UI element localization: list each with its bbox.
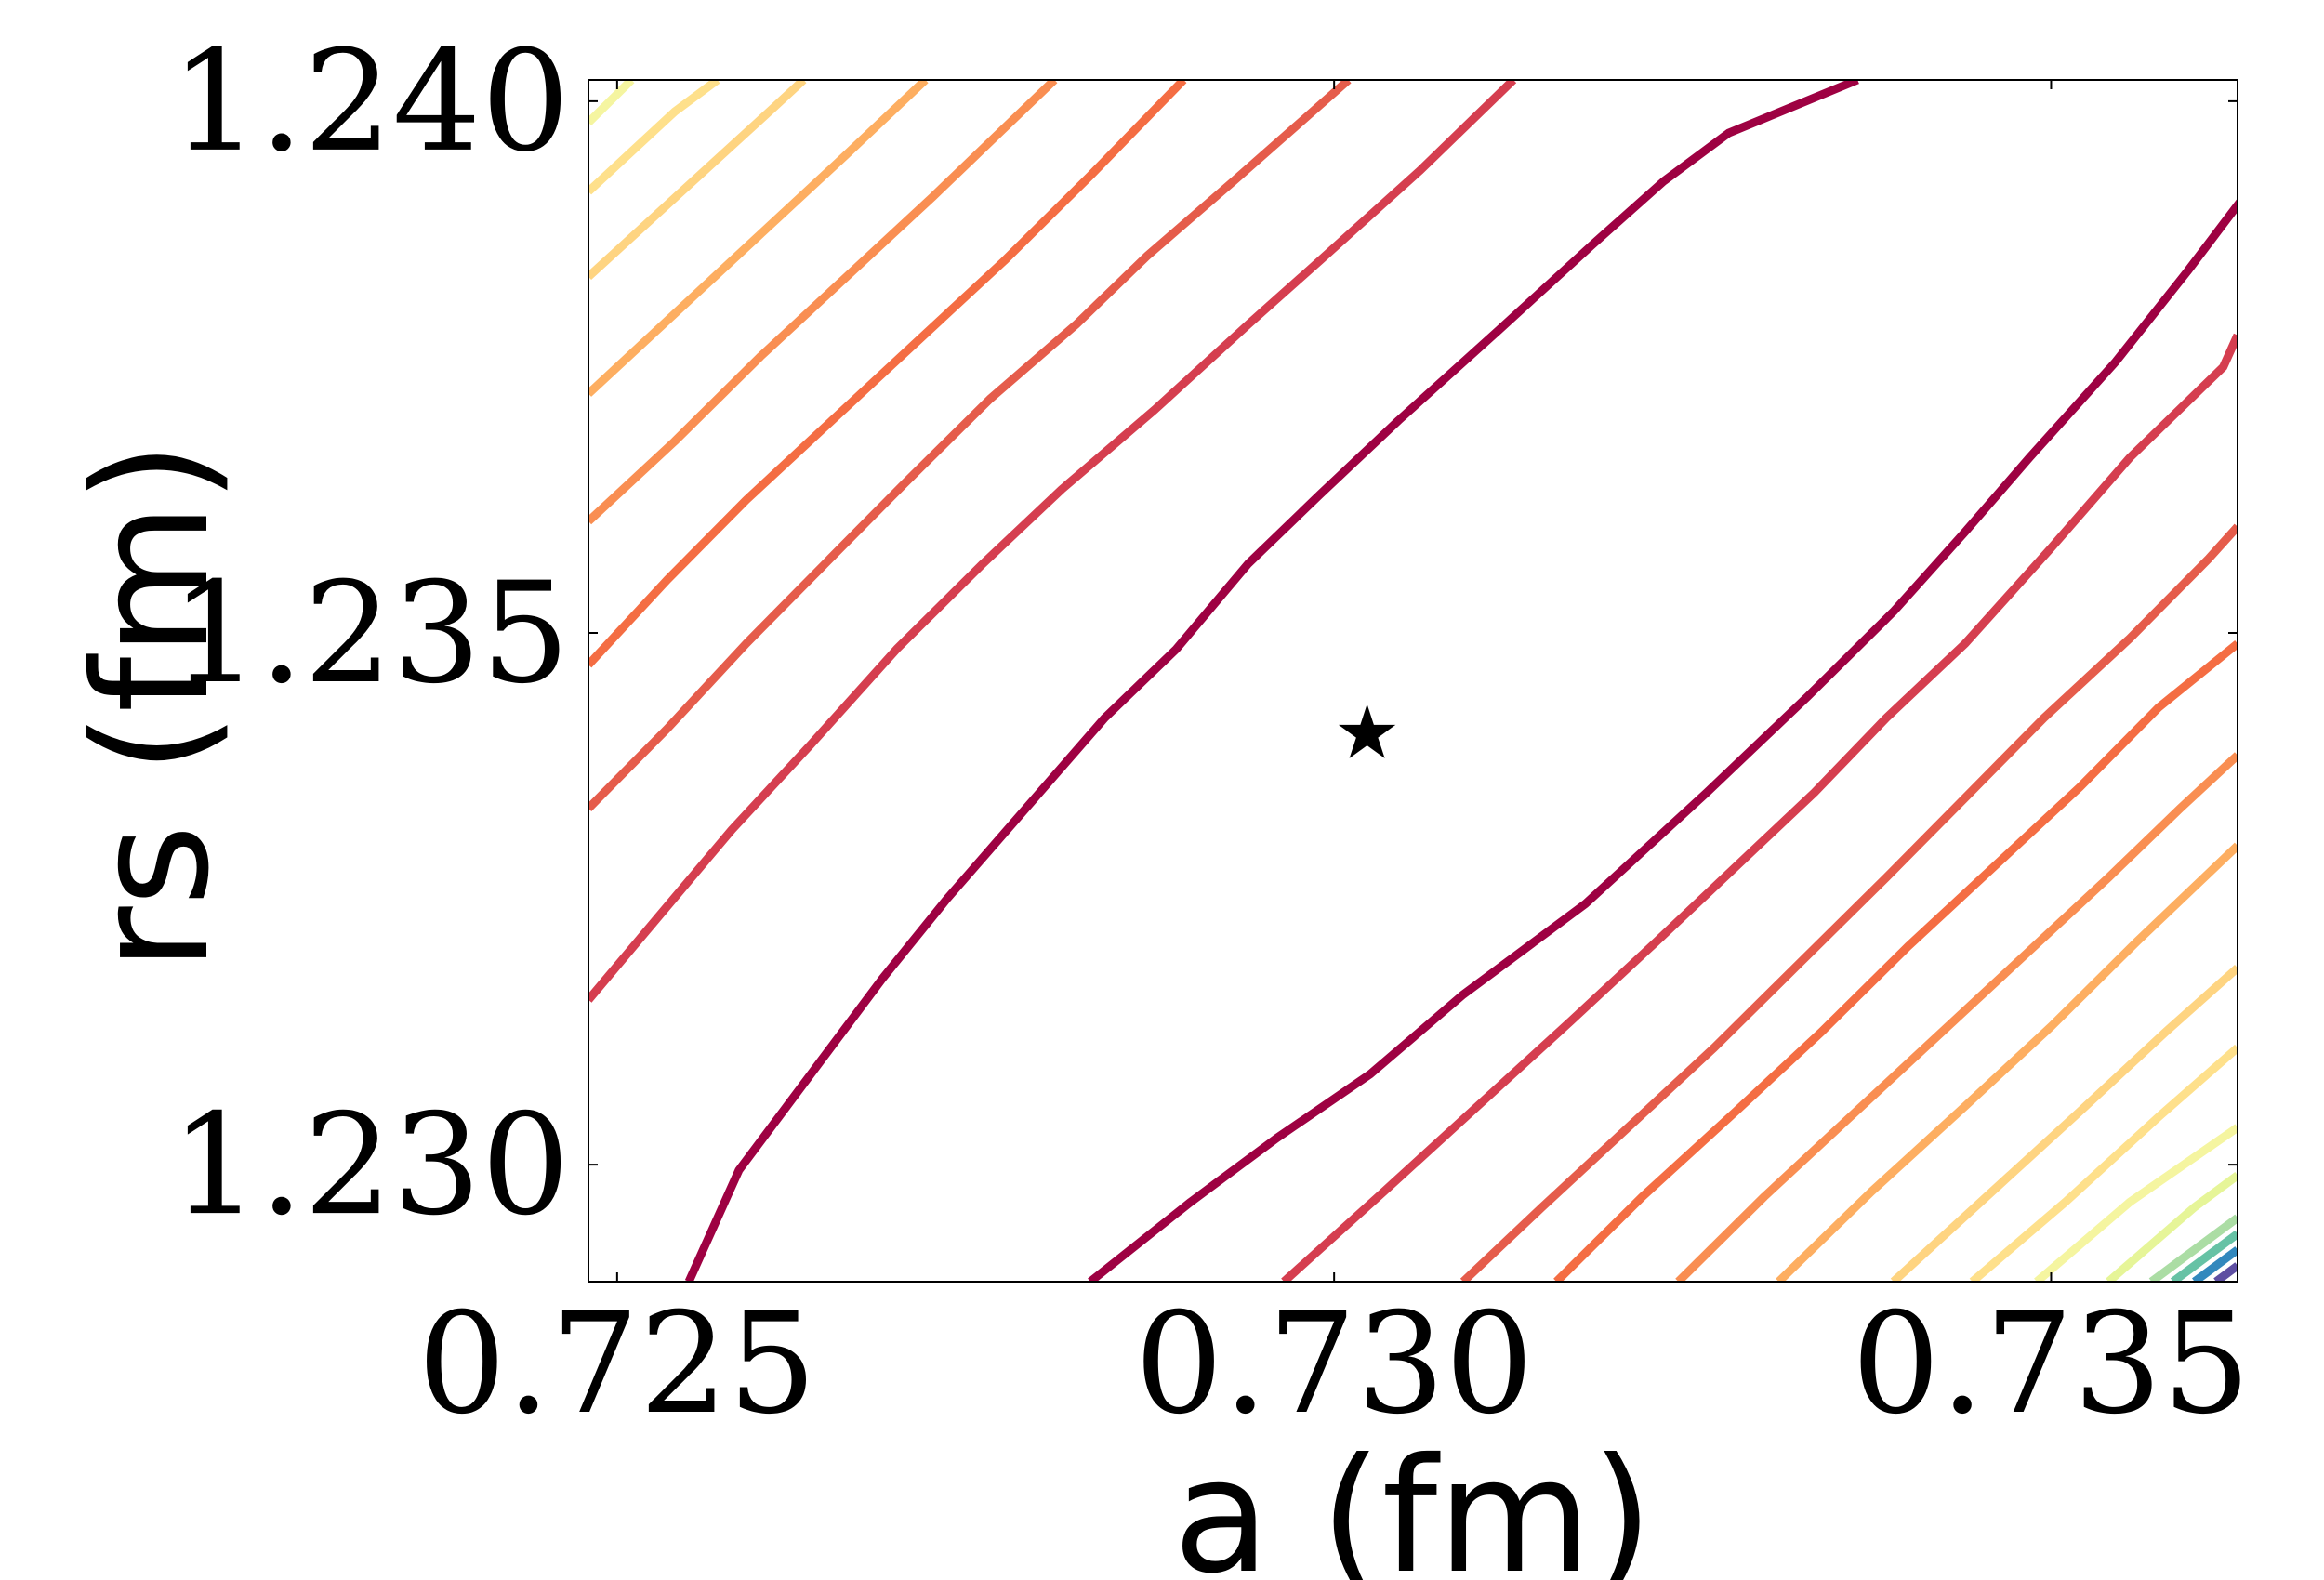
contour-line [1890,965,2238,1282]
axis-ticks: 0.725 0.730 0.735 1.230 1.235 1.240 [171,21,2251,1445]
y-tick-label: 1.235 [171,553,570,715]
contour-line [2192,1246,2238,1282]
x-axis-label: a (fm) [1173,1425,1653,1580]
contour-line [2106,1171,2238,1282]
contour-line [2170,1230,2238,1282]
contour-line [1969,1044,2238,1282]
contour-line [588,80,1352,811]
contour-line [684,80,1859,1282]
contour-lines [588,80,2238,1282]
plot-frame [588,79,2238,1283]
contour-line [1088,198,2238,1282]
contour-line [2034,1124,2238,1282]
marker-layer: ★ [1334,690,1401,776]
contour-line [588,80,929,397]
contour-line [588,80,1517,1003]
contour-line [1281,333,2238,1282]
contour-line [588,80,635,125]
contour-line [1553,640,2238,1282]
x-tick-label: 0.735 [1852,1284,2251,1445]
y-tick-label: 1.240 [171,21,570,183]
contour-line [2148,1214,2238,1282]
y-axis-label: rs (fm) [60,441,244,972]
y-tick-label: 1.230 [171,1085,570,1246]
contour-line [1675,752,2238,1282]
contour-line [2213,1262,2238,1282]
contour-line [588,80,1187,668]
contour-line [1776,842,2238,1282]
contour-line [588,80,720,195]
contour-line [588,80,807,281]
x-tick-label: 0.725 [417,1284,816,1445]
x-tick-label: 0.730 [1134,1284,1533,1445]
contour-line [1459,523,2238,1282]
contour-line [588,80,1058,525]
minimum-star-marker: ★ [1334,690,1401,776]
